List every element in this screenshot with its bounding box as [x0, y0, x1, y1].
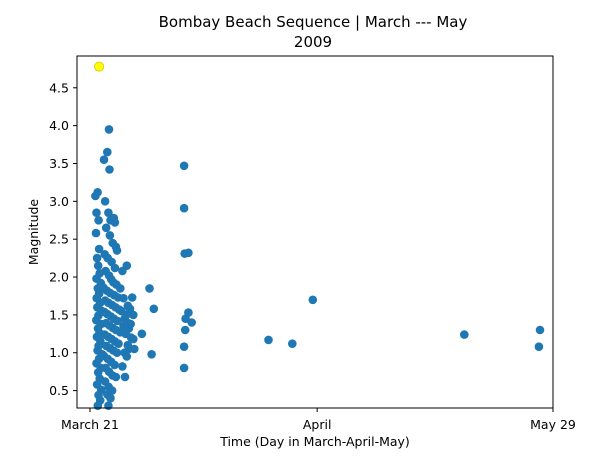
data-point	[179, 161, 189, 171]
data-point	[119, 321, 128, 331]
data-point	[179, 203, 189, 213]
data-point	[122, 310, 131, 320]
data-point	[137, 329, 147, 339]
data-point	[118, 362, 127, 371]
chart-title-line-1: Bombay Beach Sequence | March --- May	[159, 13, 468, 31]
plot-frame	[76, 55, 554, 409]
data-point	[93, 188, 102, 197]
y-tick-label: 4.5	[49, 80, 69, 95]
data-point	[460, 330, 469, 339]
data-point	[122, 261, 132, 271]
y-axis-label: Magnitude	[26, 199, 41, 266]
data-point	[534, 342, 544, 352]
data-point	[104, 401, 113, 411]
data-point	[145, 284, 154, 293]
data-point	[308, 295, 318, 305]
x-tick-label: May 29	[530, 417, 576, 432]
mainshock-point	[94, 61, 105, 72]
data-point	[99, 155, 109, 164]
x-tick-label: April	[303, 417, 332, 432]
x-axis: March 21 April May 29	[61, 408, 576, 432]
data-point	[91, 228, 101, 238]
data-point	[126, 319, 135, 329]
y-tick-label: 0.5	[49, 383, 69, 398]
data-point	[264, 335, 273, 345]
y-tick-label: 1.5	[49, 307, 69, 322]
data-point	[112, 348, 122, 358]
data-point	[149, 304, 159, 314]
x-axis-label: Time (Day in March-April-May)	[219, 434, 410, 449]
y-axis: 0.5 1.0 1.5 2.0 2.5 3.0 3.5 4.0 4.5	[49, 80, 77, 398]
data-point	[93, 401, 103, 411]
data-point	[103, 147, 112, 157]
data-point	[111, 372, 121, 382]
data-point	[101, 223, 111, 233]
data-point	[105, 165, 114, 174]
data-point	[110, 218, 120, 227]
y-tick-label: 3.0	[49, 194, 69, 209]
plot-area	[91, 61, 545, 411]
data-point	[110, 360, 119, 370]
data-point	[130, 344, 139, 354]
data-point	[113, 316, 122, 326]
data-point	[110, 263, 120, 273]
data-point	[105, 231, 115, 240]
data-point	[94, 216, 103, 225]
data-point	[92, 253, 102, 263]
data-point	[180, 325, 190, 335]
y-tick-label: 2.0	[49, 270, 69, 285]
data-point	[179, 342, 189, 352]
data-point	[535, 325, 545, 335]
data-point	[106, 393, 115, 403]
data-point	[104, 125, 114, 134]
chart-title-line-2: 2009	[294, 33, 332, 51]
y-tick-label: 1.0	[49, 345, 69, 360]
data-point	[112, 246, 122, 255]
data-point	[120, 372, 130, 382]
data-point	[100, 197, 110, 206]
data-point	[147, 350, 156, 359]
data-point	[114, 339, 123, 349]
x-tick-label: March 21	[61, 417, 119, 432]
y-tick-label: 4.0	[49, 118, 69, 133]
data-point	[187, 318, 196, 327]
data-point	[129, 310, 138, 320]
data-point	[288, 339, 297, 349]
data-point	[129, 334, 138, 344]
data-point	[92, 208, 101, 217]
data-point	[179, 363, 189, 373]
data-point	[119, 293, 128, 303]
data-point	[127, 293, 137, 302]
data-point	[104, 208, 113, 217]
y-tick-label: 3.5	[49, 156, 69, 171]
data-point	[93, 261, 103, 271]
data-point	[94, 244, 104, 254]
data-point	[122, 352, 132, 361]
data-point	[116, 284, 125, 293]
data-point	[184, 248, 193, 258]
y-tick-label: 2.5	[49, 232, 69, 247]
